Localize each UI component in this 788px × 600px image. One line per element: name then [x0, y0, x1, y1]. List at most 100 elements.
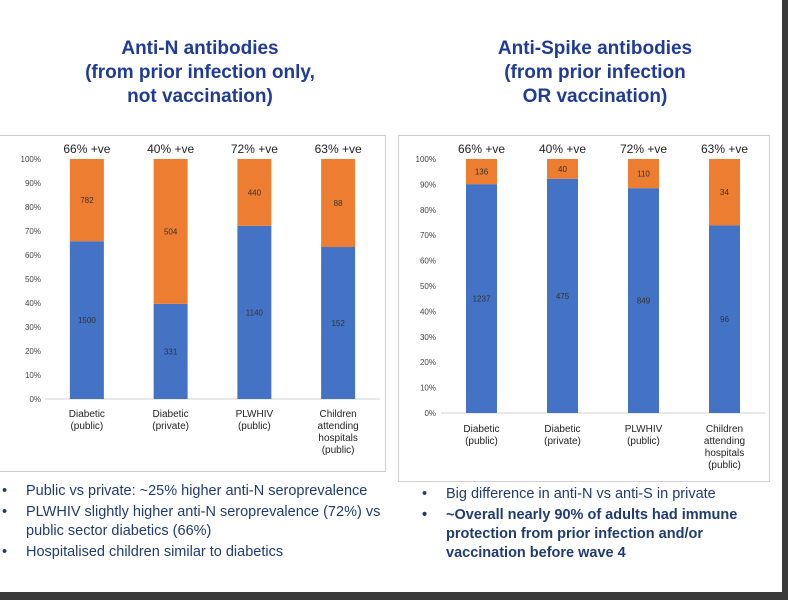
top-percent-label: 40% +ve [147, 142, 194, 156]
bullet-item: • ~Overall nearly 90% of adults had immun… [420, 506, 770, 563]
category-label: (private) [152, 421, 189, 432]
data-label: 331 [164, 347, 178, 356]
bullet-text: Hospitalised children similar to diabeti… [26, 544, 284, 560]
bar-segment [69, 159, 104, 242]
title-line: Anti-N antibodies [121, 38, 279, 59]
y-tick-label: 30% [420, 333, 436, 342]
y-tick-label: 100% [416, 155, 436, 164]
y-tick-label: 90% [25, 179, 41, 188]
bullet-text: Public vs private: ~25% higher anti-N se… [26, 483, 368, 499]
bar-segment [237, 225, 272, 399]
title-line: Anti-Spike antibodies [497, 38, 693, 59]
top-percent-label: 40% +ve [539, 142, 586, 156]
bullet-text: ~Overall nearly 90% of adults had immune… [446, 507, 738, 561]
bullet-text: PLWHIV slightly higher anti-N seropreval… [26, 504, 381, 539]
data-label: 475 [556, 292, 570, 301]
category-label: (private) [544, 436, 581, 447]
bar-segment [466, 184, 497, 413]
chart-title-anti-spike: Anti-Spike antibodies (from prior infect… [455, 37, 735, 109]
bar-segment [466, 159, 497, 185]
category-label: (public) [238, 421, 271, 432]
category-label: (public) [627, 436, 660, 447]
bar-segment [69, 241, 104, 399]
category-label: Diabetic [69, 409, 105, 420]
bullet-marker: • [2, 504, 8, 520]
data-label: 440 [248, 188, 262, 197]
top-percent-label: 63% +ve [701, 142, 748, 156]
category-label: (public) [708, 460, 741, 471]
y-tick-label: 10% [420, 384, 436, 393]
data-label: 40 [558, 165, 567, 174]
y-tick-label: 20% [25, 347, 41, 356]
bar-segment [547, 159, 578, 179]
y-tick-label: 50% [420, 282, 436, 291]
category-label: (public) [465, 436, 498, 447]
title-line: (from prior infection only, [85, 62, 315, 83]
bullet-item: • PLWHIV slightly higher anti-N seropreva… [0, 503, 400, 541]
y-tick-label: 0% [424, 409, 436, 418]
y-tick-label: 30% [25, 323, 41, 332]
category-label: attending [318, 421, 359, 432]
bullet-text: Big difference in anti-N vs anti-S in pr… [446, 486, 716, 502]
category-label: PLWHIV [236, 409, 274, 420]
category-label: (public) [322, 445, 355, 456]
category-label: Children [320, 409, 357, 420]
top-percent-label: 72% +ve [620, 142, 667, 156]
bullet-item: • Hospitalised children similar to diabet… [0, 543, 400, 562]
y-tick-label: 60% [420, 257, 436, 266]
y-tick-label: 40% [25, 299, 41, 308]
category-label: Diabetic [463, 424, 499, 435]
y-tick-label: 100% [21, 155, 41, 164]
title-line: not vaccination) [127, 86, 273, 107]
y-tick-label: 60% [25, 251, 41, 260]
top-percent-label: 66% +ve [63, 142, 110, 156]
bullet-marker: • [2, 544, 8, 560]
category-label: Diabetic [153, 409, 189, 420]
data-label: 1500 [78, 316, 96, 325]
bar-segment [237, 159, 272, 226]
category-label: hospitals [318, 433, 357, 444]
bar-segment [709, 225, 740, 413]
bullet-list-left: • Public vs private: ~25% higher anti-N s… [0, 482, 400, 564]
bar-segment [321, 159, 356, 247]
bullet-marker: • [422, 507, 428, 523]
data-label: 88 [334, 199, 343, 208]
top-percent-label: 66% +ve [458, 142, 505, 156]
data-label: 110 [637, 170, 650, 179]
bar-segment [153, 303, 188, 399]
data-label: 34 [720, 188, 729, 197]
bar-segment [628, 159, 659, 189]
category-label: attending [704, 436, 745, 447]
bullet-marker: • [2, 483, 8, 499]
bullet-marker: • [422, 486, 428, 502]
title-line: (from prior infection [504, 62, 686, 83]
bar-segment [628, 188, 659, 413]
y-tick-label: 80% [420, 206, 436, 215]
data-label: 782 [80, 196, 94, 205]
y-tick-label: 10% [25, 371, 41, 380]
chart-title-anti-n: Anti-N antibodies (from prior infection … [60, 37, 340, 109]
data-label: 136 [475, 168, 489, 177]
data-label: 96 [720, 315, 729, 324]
data-label: 1237 [473, 295, 491, 304]
category-label: Children [706, 424, 743, 435]
category-label: PLWHIV [625, 424, 663, 435]
bar-segment [321, 247, 356, 399]
data-label: 849 [637, 297, 651, 306]
y-tick-label: 80% [25, 203, 41, 212]
data-label: 504 [164, 227, 178, 236]
bullet-item: • Public vs private: ~25% higher anti-N s… [0, 482, 400, 501]
data-label: 1140 [246, 308, 264, 317]
chart-frame-anti-spike [398, 135, 770, 482]
y-tick-label: 90% [420, 180, 436, 189]
category-label: (public) [70, 421, 103, 432]
y-tick-label: 50% [25, 275, 41, 284]
category-label: hospitals [705, 448, 744, 459]
data-label: 152 [331, 319, 345, 328]
bar-segment [709, 159, 740, 226]
y-tick-label: 20% [420, 358, 436, 367]
category-label: Diabetic [544, 424, 580, 435]
chart-anti-n: 0% 10% 20% 30% 40% 50% 60% 70% 80% 90% 100% 1500 782… [21, 142, 380, 456]
chart-anti-spike: 0% 10% 20% 30% 40% 50% 60% 70% 80% 90% 100% 1237 136… [416, 142, 765, 471]
